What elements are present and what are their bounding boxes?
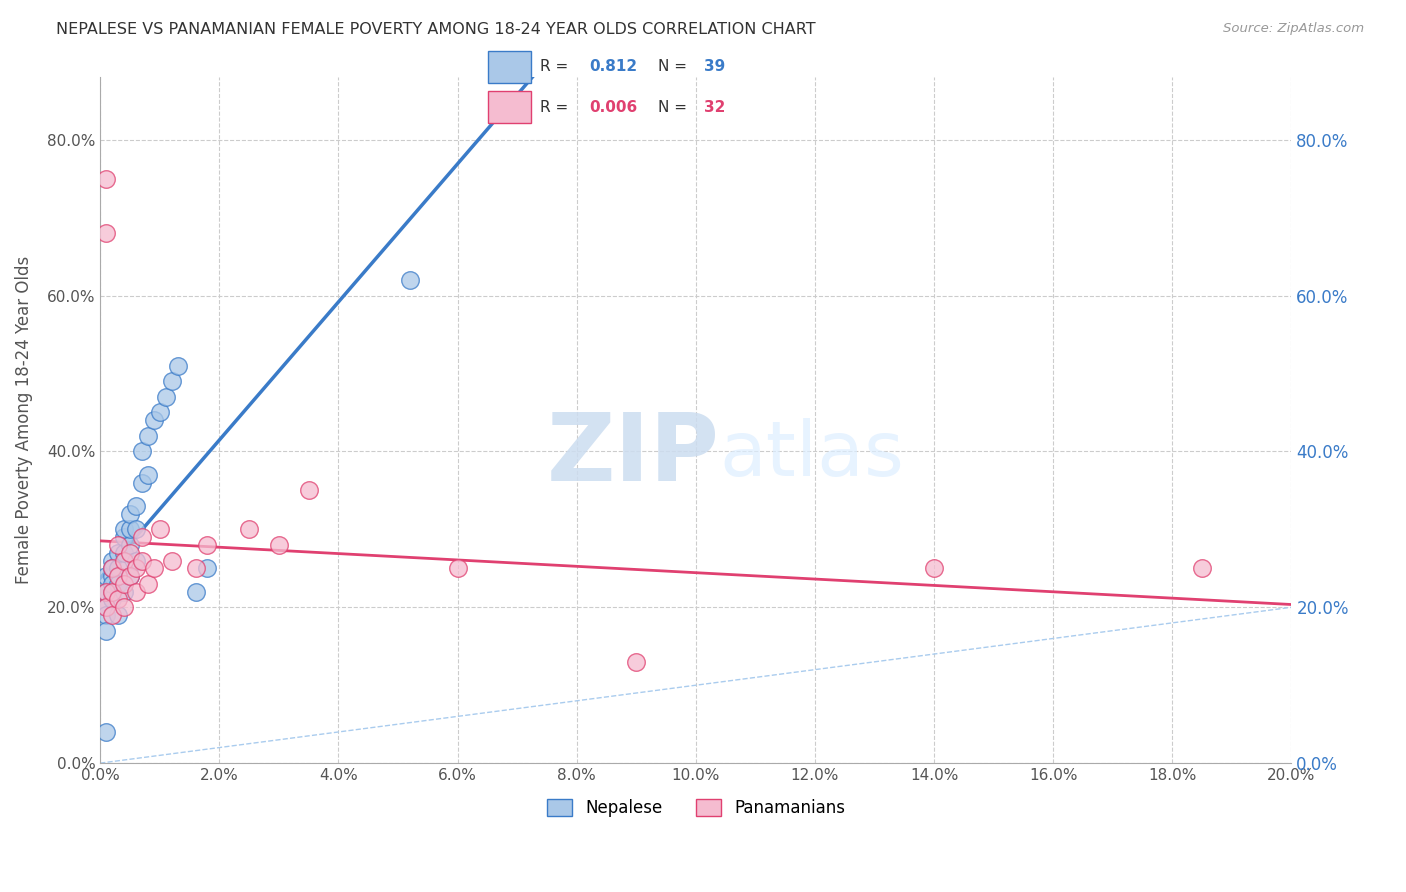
Point <box>118 538 141 552</box>
Point <box>96 227 118 241</box>
Text: atlas: atlas <box>720 417 904 491</box>
Point <box>149 522 172 536</box>
Point <box>125 584 148 599</box>
Point <box>184 561 207 575</box>
Point <box>399 273 422 287</box>
Text: 39: 39 <box>704 59 725 74</box>
Text: 0.812: 0.812 <box>589 59 637 74</box>
Point <box>142 413 165 427</box>
Point <box>101 577 124 591</box>
Text: 32: 32 <box>704 100 725 115</box>
Point <box>101 569 124 583</box>
Point <box>107 608 129 623</box>
Legend: Nepalese, Panamanians: Nepalese, Panamanians <box>540 792 852 823</box>
Point <box>96 608 118 623</box>
FancyBboxPatch shape <box>488 91 531 123</box>
Point <box>107 592 129 607</box>
Text: R =: R = <box>540 59 574 74</box>
Point <box>626 655 648 669</box>
Point <box>1191 561 1213 575</box>
Text: R =: R = <box>540 100 574 115</box>
Point <box>136 577 159 591</box>
Point <box>118 569 141 583</box>
Point <box>107 577 129 591</box>
Point <box>101 608 124 623</box>
Point <box>197 538 219 552</box>
Point <box>197 561 219 575</box>
Point <box>125 522 148 536</box>
Point <box>96 600 118 615</box>
Point <box>101 561 124 575</box>
Point <box>125 561 148 575</box>
Point <box>118 507 141 521</box>
Text: NEPALESE VS PANAMANIAN FEMALE POVERTY AMONG 18-24 YEAR OLDS CORRELATION CHART: NEPALESE VS PANAMANIAN FEMALE POVERTY AM… <box>56 22 815 37</box>
Point <box>184 584 207 599</box>
Text: ZIP: ZIP <box>547 409 720 500</box>
Point <box>107 561 129 575</box>
Text: Source: ZipAtlas.com: Source: ZipAtlas.com <box>1223 22 1364 36</box>
Point <box>107 569 129 583</box>
Point <box>96 600 118 615</box>
Point <box>136 429 159 443</box>
Point <box>96 584 118 599</box>
Point <box>118 546 141 560</box>
Point <box>149 405 172 419</box>
Point <box>96 569 118 583</box>
Point <box>142 561 165 575</box>
Point <box>112 577 135 591</box>
Y-axis label: Female Poverty Among 18-24 Year Olds: Female Poverty Among 18-24 Year Olds <box>15 256 32 584</box>
Point <box>96 584 118 599</box>
Point <box>96 171 118 186</box>
Point <box>112 584 135 599</box>
Point <box>112 530 135 544</box>
Point <box>101 561 124 575</box>
Text: N =: N = <box>658 59 692 74</box>
Point <box>131 553 153 567</box>
Point <box>298 483 321 498</box>
Point <box>125 553 148 567</box>
Point <box>112 546 135 560</box>
Point <box>101 584 124 599</box>
Point <box>107 546 129 560</box>
Point <box>96 624 118 638</box>
Text: 0.006: 0.006 <box>589 100 637 115</box>
Point <box>922 561 945 575</box>
Point <box>125 499 148 513</box>
Point <box>118 569 141 583</box>
Point <box>107 538 129 552</box>
Point <box>238 522 260 536</box>
Point <box>160 374 183 388</box>
Text: N =: N = <box>658 100 692 115</box>
Point <box>101 592 124 607</box>
Point <box>446 561 468 575</box>
Point <box>267 538 290 552</box>
FancyBboxPatch shape <box>488 51 531 83</box>
Point <box>101 584 124 599</box>
Point <box>101 553 124 567</box>
Point <box>131 530 153 544</box>
Point <box>112 600 135 615</box>
Point <box>131 444 153 458</box>
Point <box>160 553 183 567</box>
Point <box>112 553 135 567</box>
Point <box>112 522 135 536</box>
Point <box>96 725 118 739</box>
Point <box>131 475 153 490</box>
Point <box>118 522 141 536</box>
Point <box>166 359 188 373</box>
Point <box>155 390 177 404</box>
Point <box>136 467 159 482</box>
